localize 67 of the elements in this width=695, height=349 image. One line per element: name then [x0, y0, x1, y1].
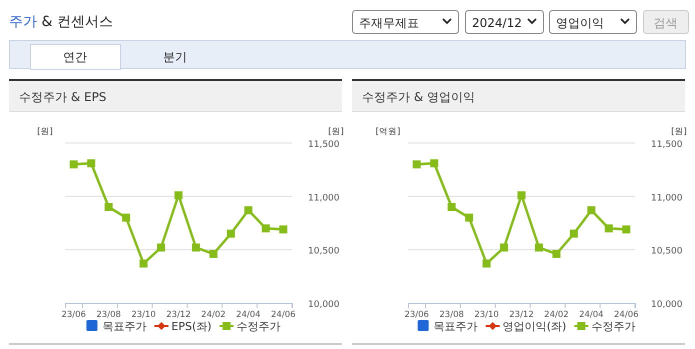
x-tick-label: 23/12 [166, 310, 191, 320]
point [244, 206, 252, 214]
chart-title: 수정주가 & 영업이익 [362, 90, 475, 104]
point [70, 160, 78, 168]
y-axis-title: [억원] [376, 127, 400, 137]
x-tick-label: 23/08 [439, 310, 464, 320]
legend-label: EPS(좌) [171, 320, 212, 333]
text: 주가 & 컨센서스 [9, 14, 113, 30]
point [104, 203, 113, 211]
text: 2024/12 [472, 16, 522, 30]
point [279, 225, 288, 234]
point [465, 214, 474, 222]
x-tick-label: 24/04 [236, 310, 261, 320]
text: 주재무제표 [359, 16, 419, 30]
point [552, 250, 560, 258]
point [122, 214, 130, 222]
y2-tick-label: 11,500 [308, 140, 340, 150]
point [604, 224, 613, 232]
text: 영업이익 [556, 16, 604, 30]
text: 분기 [163, 50, 187, 64]
y2-tick-label: 11,500 [651, 140, 683, 150]
point [622, 225, 630, 234]
y2-axis-title: [원] [671, 127, 687, 137]
legend-label: 수정주가 [591, 320, 636, 333]
point [192, 244, 200, 252]
y-axis-title: [원] [37, 127, 53, 137]
point [157, 244, 166, 252]
x-tick-label: 23/10 [131, 310, 156, 320]
point [226, 230, 235, 238]
point [482, 260, 491, 268]
x-tick-label: 23/08 [96, 310, 121, 320]
x-tick-label: 23/06 [61, 310, 86, 320]
point [140, 260, 148, 268]
y2-tick-label: 10,000 [308, 300, 340, 310]
x-tick-label: 23/12 [509, 310, 534, 320]
text: 검색 [654, 16, 678, 30]
point [500, 244, 508, 252]
text: 연간 [63, 50, 87, 64]
x-tick-label: 23/06 [404, 310, 429, 320]
point [262, 224, 270, 232]
legend-label: 수정주가 [236, 320, 281, 333]
chart-title: 수정주가 & EPS [19, 90, 106, 104]
legend-label: 목표주가 [434, 320, 478, 333]
x-tick-label: 24/04 [579, 310, 604, 320]
point [534, 244, 543, 252]
point [518, 191, 526, 200]
point [448, 203, 456, 211]
point [87, 159, 96, 168]
y2-tick-label: 10,500 [308, 246, 340, 257]
legend-label: 영업이익(좌) [502, 320, 566, 333]
x-tick-label: 24/06 [271, 310, 296, 320]
x-tick-label: 24/02 [544, 310, 569, 320]
point [174, 191, 182, 200]
y2-tick-label: 10,000 [651, 300, 683, 310]
point [587, 206, 596, 214]
point [430, 159, 438, 168]
x-tick-label: 24/06 [614, 310, 639, 320]
point [412, 160, 421, 168]
y2-axis-title: [원] [328, 127, 344, 137]
x-tick-label: 23/10 [474, 310, 499, 320]
point [209, 250, 218, 258]
point [570, 230, 578, 238]
y2-tick-label: 10,500 [651, 246, 683, 257]
legend-label: 목표주가 [102, 320, 146, 333]
x-tick-label: 24/02 [201, 310, 226, 320]
y2-tick-label: 11,000 [651, 193, 683, 204]
y2-tick-label: 11,000 [308, 193, 340, 204]
